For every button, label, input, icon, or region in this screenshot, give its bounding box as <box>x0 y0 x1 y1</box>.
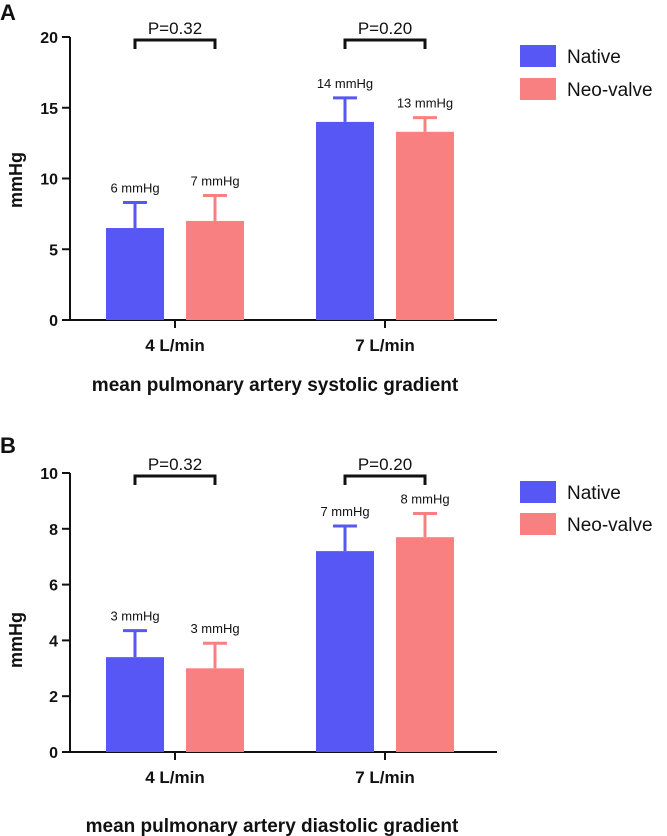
data-label: 7 mmHg <box>320 504 369 519</box>
y-tick-label: 6 <box>49 578 58 595</box>
panel-b-x-axis-title: mean pulmonary artery diastolic gradient <box>86 816 459 836</box>
legend-b-neo-valve-swatch <box>520 513 556 535</box>
panel-a-plot-area: 0 5 10 15 20 4 L/min 7 L/min 6 mmHg 14 mmHg 7 mmH… <box>40 19 497 355</box>
legend-a-neo-valve-swatch <box>520 78 556 100</box>
p-value-label: P=0.32 <box>148 455 202 474</box>
legend-b: Native Neo-valve <box>520 481 653 536</box>
x-tick-label: 7 L/min <box>355 768 415 787</box>
panel-a-y-axis-label: mmHg <box>6 152 26 208</box>
bar-native-1 <box>106 228 164 320</box>
p-value-bracket <box>133 38 217 49</box>
bar-neo-valve-1 <box>186 668 244 752</box>
panel-b: B mmHg mean pulmonary artery diastolic g… <box>0 433 497 836</box>
data-label: 3 mmHg <box>110 609 159 624</box>
legend-a-native-swatch <box>520 45 556 67</box>
y-tick-label: 10 <box>40 172 58 189</box>
x-tick-label: 4 L/min <box>145 768 205 787</box>
legend-a-neo-valve-label: Neo-valve <box>567 80 653 101</box>
p-value-label: P=0.32 <box>148 19 202 38</box>
legend-b-native-label: Native <box>567 483 621 504</box>
data-label: 6 mmHg <box>110 181 159 196</box>
p-value-label: P=0.20 <box>358 19 412 38</box>
p-value-bracket <box>133 474 217 485</box>
bar-neo-valve-1 <box>186 220 244 320</box>
bar-neo-valve-2 <box>396 131 454 320</box>
y-tick-label: 5 <box>49 242 58 259</box>
data-label: 13 mmHg <box>397 96 453 111</box>
bar-native-2 <box>316 551 374 752</box>
y-tick-label: 0 <box>49 745 58 762</box>
p-value-bracket <box>343 474 427 485</box>
y-tick-label: 8 <box>49 522 58 539</box>
y-tick-label: 4 <box>49 633 58 650</box>
panel-b-letter: B <box>0 433 16 458</box>
y-tick-label: 2 <box>49 689 58 706</box>
legend-b-native-swatch <box>520 481 556 503</box>
x-tick-label: 7 L/min <box>355 336 415 355</box>
panel-b-y-axis-label: mmHg <box>6 612 26 668</box>
data-label: 8 mmHg <box>400 491 449 506</box>
p-value-bracket <box>343 38 427 49</box>
y-tick-label: 15 <box>40 101 58 118</box>
bar-neo-valve-2 <box>396 537 454 752</box>
data-label: 7 mmHg <box>190 173 239 188</box>
x-tick-label: 4 L/min <box>145 336 205 355</box>
y-tick-label: 20 <box>40 30 58 47</box>
panel-a-letter: A <box>0 0 16 25</box>
legend-b-neo-valve-label: Neo-valve <box>567 515 653 536</box>
bar-native-2 <box>316 121 374 321</box>
bar-native-1 <box>106 657 164 752</box>
y-tick-label: 0 <box>49 313 58 330</box>
legend-a: Native Neo-valve <box>520 45 653 101</box>
panel-a-x-axis-title: mean pulmonary artery systolic gradient <box>92 375 459 396</box>
p-value-label: P=0.20 <box>358 455 412 474</box>
legend-a-native-label: Native <box>567 47 621 68</box>
data-label: 14 mmHg <box>317 76 373 91</box>
panel-b-plot-area: 0 2 4 6 8 10 4 L/min 7 L/min 3 mmHg 7 mmHg 3 mmHg 8… <box>40 455 497 787</box>
y-tick-label: 10 <box>40 466 58 483</box>
panel-a: A mmHg mean pulmonary artery systolic gr… <box>0 0 497 396</box>
data-label: 3 mmHg <box>190 621 239 636</box>
